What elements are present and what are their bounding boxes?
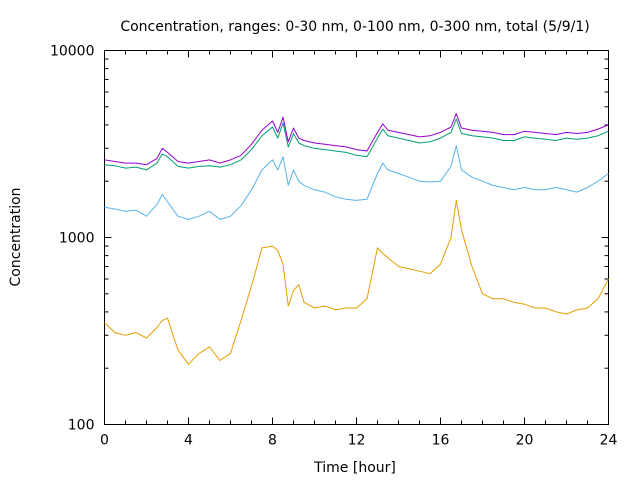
x-tick-label: 20 — [516, 433, 534, 449]
plot-frame — [104, 50, 609, 425]
y-axis-label: Concentration — [8, 187, 24, 286]
x-tick-label: 0 — [100, 433, 109, 449]
series-group — [104, 113, 609, 365]
x-tick-label: 24 — [600, 433, 618, 449]
axis-ticks: 0 4 8 12 16 20 24 100 1000 10000 — [50, 44, 618, 449]
series-line-4 — [104, 113, 609, 166]
series-line-2 — [104, 145, 609, 220]
x-axis-label: Time [hour] — [313, 460, 396, 476]
y-tick-label: 10000 — [50, 44, 95, 60]
x-tick-label: 12 — [348, 433, 366, 449]
series-line-3 — [104, 118, 609, 171]
x-tick-label: 4 — [184, 433, 193, 449]
y-tick-label: 1000 — [59, 231, 95, 247]
series-line-1 — [104, 199, 609, 365]
x-tick-label: 16 — [432, 433, 450, 449]
y-tick-label: 100 — [68, 418, 95, 434]
x-tick-label: 8 — [268, 433, 277, 449]
chart-title: Concentration, ranges: 0-30 nm, 0-100 nm… — [120, 19, 589, 35]
